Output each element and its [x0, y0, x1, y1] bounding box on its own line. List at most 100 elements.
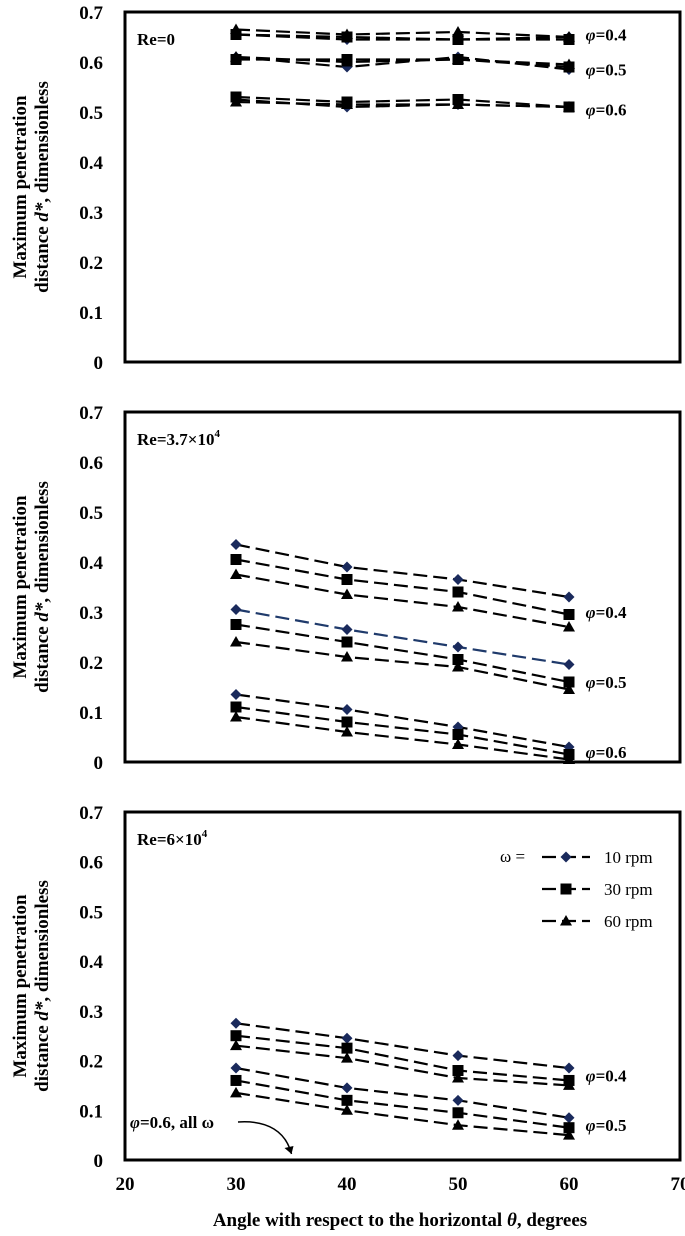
series: [230, 554, 575, 620]
series-line: [235, 95, 570, 109]
panel-1: 0 0.1 0.2 0.3 0.4 0.5 0.6 0.7 Maximum penetratio…: [10, 3, 682, 374]
series-line: [235, 100, 570, 109]
data-point: [563, 609, 575, 620]
y-tick-label: 0.6: [79, 53, 103, 74]
y-tick-label: 0.7: [79, 803, 103, 824]
data-point: [563, 31, 575, 42]
data-point: [452, 1071, 464, 1083]
data-point: [563, 659, 575, 670]
group-annotation: φ=0.4: [586, 1066, 627, 1085]
series-line: [235, 543, 570, 599]
legend-entry: 30 rpm: [542, 880, 653, 899]
y-tick-label: 0.4: [79, 952, 103, 973]
data-point: [452, 586, 464, 598]
y-tick-label: 0: [94, 1151, 104, 1172]
series-line: [235, 1079, 570, 1129]
y-tick-label: 0.5: [79, 103, 103, 124]
data-point: [230, 1074, 242, 1086]
y-tick-label: 0.1: [79, 1101, 103, 1122]
series-line: [235, 33, 569, 41]
group-annotation: φ=0.6: [586, 101, 627, 120]
data-point: [452, 661, 464, 672]
data-point: [452, 601, 464, 612]
legend: ω = 10 rpm 30 rpm 60 rpm: [500, 847, 653, 931]
data-point: [563, 676, 575, 688]
data-point: [563, 753, 575, 764]
series: [230, 689, 575, 753]
data-point: [341, 624, 353, 635]
data-point: [452, 53, 464, 64]
legend-marker: [560, 915, 572, 926]
data-point: [452, 1094, 464, 1106]
legend-label: 30 rpm: [604, 880, 653, 899]
data-point: [452, 738, 464, 749]
data-point: [452, 574, 464, 585]
series-line: [235, 55, 570, 66]
x-tick-label: 60: [560, 1174, 579, 1195]
data-point: [452, 641, 464, 653]
series-line: [235, 1091, 570, 1137]
data-point: [563, 1112, 575, 1124]
data-point: [452, 729, 464, 740]
series: [230, 1086, 575, 1140]
series-line: [235, 98, 570, 109]
panel-2: 0 0.1 0.2 0.3 0.4 0.5 0.6 0.7 Maximum penetratio…: [10, 403, 682, 774]
y-tick-label: 0.5: [79, 902, 103, 923]
data-point: [452, 1119, 464, 1130]
data-point: [230, 1017, 242, 1029]
group-annotation: φ=0.4: [586, 26, 627, 45]
data-point: [341, 1082, 353, 1094]
series: [230, 51, 575, 69]
y-tick-label: 0.1: [79, 303, 103, 324]
panels: 0 0.1 0.2 0.3 0.4 0.5 0.6 0.7 Maximum penetratio…: [10, 3, 682, 1172]
series: [230, 1039, 575, 1090]
series-line: [235, 623, 570, 684]
data-point: [341, 716, 353, 728]
data-point: [341, 588, 353, 599]
data-point: [452, 34, 464, 45]
arrow-head: [284, 1146, 294, 1154]
y-tick-label: 0.4: [79, 153, 103, 174]
data-point: [341, 1032, 353, 1044]
y-tick-label: 0.3: [79, 603, 103, 624]
plot-frame: [123, 410, 682, 764]
series-line: [235, 55, 570, 71]
y-axis-label: Maximum penetrationdistance d*, dimensio…: [10, 880, 53, 1092]
data-point: [341, 574, 353, 585]
x-tick-label: 70: [671, 1174, 685, 1195]
series-line: [235, 1034, 570, 1082]
x-tick-label: 50: [449, 1174, 468, 1195]
data-point: [452, 1107, 464, 1119]
data-point: [341, 561, 353, 573]
group-annotation: φ=0.4: [586, 603, 627, 622]
series: [230, 604, 575, 670]
series-line: [235, 608, 570, 666]
x-axis-label: Angle with respect to the horizontal θ, …: [213, 1210, 587, 1231]
series-line: [235, 573, 570, 629]
series-line: [235, 1044, 570, 1087]
y-tick-label: 0.2: [79, 253, 103, 274]
y-tick-label: 0.2: [79, 653, 103, 674]
data-point: [452, 654, 464, 665]
legend-entry: 60 rpm: [542, 912, 653, 931]
data-point: [341, 1104, 353, 1115]
data-point: [341, 636, 353, 648]
series: [230, 96, 575, 112]
data-point: [452, 1065, 464, 1077]
data-point: [563, 1129, 575, 1140]
data-point: [341, 1042, 353, 1054]
series: [230, 568, 575, 632]
data-point: [230, 29, 242, 40]
data-point: [230, 1030, 242, 1042]
y-tick-label: 0.7: [79, 403, 103, 424]
series-line: [235, 33, 570, 41]
legend-label: 60 rpm: [604, 912, 653, 931]
y-axis-label: Maximum penetrationdistance d*, dimensio…: [10, 481, 53, 693]
data-point: [230, 23, 242, 34]
series-line: [235, 1066, 570, 1119]
data-point: [230, 96, 242, 107]
series-line: [235, 28, 570, 39]
series: [230, 539, 575, 603]
data-point: [563, 101, 575, 112]
